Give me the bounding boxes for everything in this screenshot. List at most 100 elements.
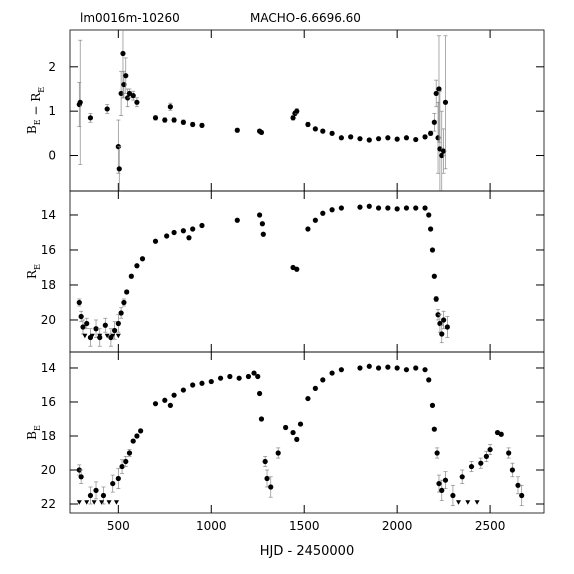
data-point [234, 217, 240, 223]
data-point [312, 217, 318, 223]
y-label-sub: E [33, 264, 42, 270]
data-point [121, 81, 127, 88]
data-point [258, 129, 265, 136]
y-tick-label: 16 [41, 243, 56, 257]
data-point [258, 416, 265, 422]
data-point [186, 235, 192, 241]
data-point [128, 273, 134, 279]
data-point [120, 50, 126, 57]
upper-limit [91, 500, 97, 505]
data-point [139, 256, 146, 262]
x-axis-label: HJD - 2450000 [260, 544, 354, 559]
x-tick-label: 1500 [289, 519, 320, 533]
data-point [437, 320, 443, 327]
data-point [152, 401, 159, 407]
data-point [126, 450, 133, 456]
data-point [227, 373, 233, 380]
y-tick-label: 0 [48, 149, 56, 163]
y-label-text: B [25, 125, 39, 134]
upper-limit [115, 333, 121, 339]
upper-limit [97, 333, 103, 339]
data-point [320, 210, 326, 216]
data-point [366, 203, 372, 209]
plot-frame [69, 190, 545, 353]
x-tick-label: 500 [107, 519, 130, 533]
data-point [428, 226, 434, 232]
data-point [413, 136, 419, 143]
data-point [259, 221, 265, 227]
data-point [134, 433, 140, 439]
y-axis-label: BE − RE [25, 87, 46, 134]
data-point [199, 122, 205, 128]
data-point [385, 364, 391, 370]
upper-limit [106, 500, 112, 505]
plot-frame [69, 351, 545, 514]
data-point [171, 229, 177, 236]
data-point [118, 310, 124, 316]
data-point [162, 117, 168, 123]
data-point [509, 467, 515, 473]
data-point [115, 320, 121, 327]
data-point [171, 117, 177, 123]
data-point [426, 212, 432, 218]
data-point [431, 273, 437, 279]
data-point [439, 487, 445, 493]
chart-title: MACHO-6.6696.60 [250, 11, 361, 25]
data-point [290, 429, 296, 436]
data-point [290, 115, 296, 121]
data-point [76, 299, 82, 306]
y-tick-label: 20 [41, 463, 56, 477]
data-point [320, 128, 326, 134]
data-point [100, 492, 107, 499]
data-point [130, 93, 136, 99]
upper-limit [76, 500, 82, 505]
data-point [234, 127, 240, 133]
data-point [257, 390, 263, 397]
y-label-text: − R [29, 92, 43, 120]
data-point [199, 222, 205, 229]
data-point [433, 90, 439, 97]
upper-limit [110, 333, 116, 339]
upper-limit [474, 500, 480, 505]
data-point [468, 463, 475, 470]
data-point [338, 205, 344, 211]
y-tick-label: 16 [41, 395, 56, 409]
data-point [515, 482, 521, 488]
data-point [121, 299, 127, 306]
data-point [357, 365, 363, 371]
y-tick-label: 22 [41, 497, 56, 511]
data-point [375, 136, 382, 142]
data-point [435, 135, 441, 141]
data-point [459, 474, 465, 480]
data-point [436, 480, 442, 487]
data-point [112, 327, 118, 334]
data-point [422, 367, 428, 373]
upper-limit [99, 500, 105, 505]
data-point [118, 90, 124, 97]
data-point [329, 370, 335, 376]
data-point [208, 378, 214, 385]
data-point [422, 134, 428, 140]
data-point [102, 322, 108, 328]
data-point [78, 313, 84, 320]
data-point [294, 108, 300, 114]
y-tick-label: 18 [41, 429, 56, 443]
upper-limit [84, 500, 90, 505]
data-point [441, 148, 447, 154]
data-point [190, 226, 196, 232]
data-point [519, 492, 525, 499]
data-point [305, 121, 311, 128]
data-point [357, 136, 363, 142]
data-point [93, 487, 99, 493]
data-point [260, 231, 266, 237]
data-point [257, 212, 263, 218]
data-point [429, 247, 436, 253]
data-point [444, 324, 450, 330]
data-point [180, 228, 186, 234]
data-point [190, 121, 196, 128]
data-point [338, 135, 344, 141]
data-point [255, 373, 261, 380]
data-point [431, 119, 437, 125]
upper-limit [465, 500, 471, 505]
data-point [429, 402, 436, 408]
